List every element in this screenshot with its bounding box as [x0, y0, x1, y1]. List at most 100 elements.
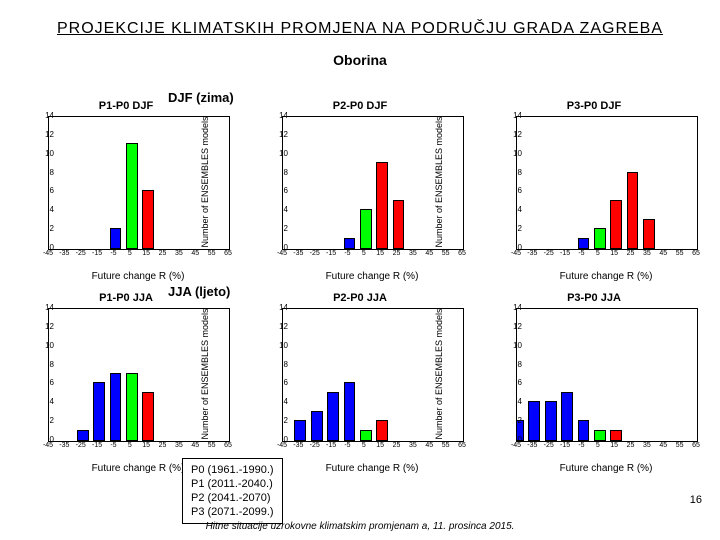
y-tick: 8: [494, 361, 522, 369]
x-tick: 65: [452, 442, 472, 450]
legend-item-p0: P0 (1961.-1990.): [191, 463, 274, 477]
bar: [360, 430, 372, 441]
y-tick: 6: [494, 379, 522, 387]
bar: [77, 430, 89, 441]
y-axis-label: Number of ENSEMBLES models: [200, 308, 214, 440]
bar: [327, 392, 339, 441]
bar: [126, 373, 138, 441]
x-tick: 65: [452, 250, 472, 258]
y-tick: 12: [494, 323, 522, 331]
y-tick: 8: [26, 169, 54, 177]
y-tick: 2: [260, 417, 288, 425]
y-tick: 4: [260, 398, 288, 406]
bar: [393, 200, 405, 249]
x-axis-label: Future change R (%): [48, 271, 228, 282]
legend-item-p3: P3 (2071.-2099.): [191, 505, 274, 519]
y-tick: 10: [26, 150, 54, 158]
bar: [594, 228, 606, 249]
x-tick: 65: [686, 250, 706, 258]
bar: [561, 392, 573, 441]
y-axis-label: Number of ENSEMBLES models: [200, 116, 214, 248]
x-tick: 65: [218, 442, 238, 450]
y-tick: 8: [260, 361, 288, 369]
page: PROJEKCIJE KLIMATSKIH PROMJENA NA PODRUČ…: [0, 0, 720, 540]
bar: [643, 219, 655, 249]
y-tick: 10: [260, 342, 288, 350]
bar: [142, 190, 154, 249]
y-tick: 6: [26, 379, 54, 387]
bar: [578, 238, 590, 249]
x-tick: 65: [218, 250, 238, 258]
y-tick: 2: [26, 417, 54, 425]
bar: [360, 209, 372, 249]
y-tick: 4: [26, 206, 54, 214]
x-axis-label: Future change R (%): [516, 271, 696, 282]
bar: [578, 420, 590, 441]
bar: [610, 430, 622, 441]
y-tick: 8: [494, 169, 522, 177]
y-tick: 12: [260, 131, 288, 139]
bar: [528, 401, 540, 441]
y-tick: 14: [494, 112, 522, 120]
bar: [610, 200, 622, 249]
y-tick: 6: [26, 187, 54, 195]
y-tick: 12: [494, 131, 522, 139]
y-tick: 2: [494, 417, 522, 425]
bar: [294, 420, 306, 441]
bar: [311, 411, 323, 441]
bar: [344, 238, 356, 249]
x-axis-label: Future change R (%): [282, 271, 462, 282]
y-tick: 14: [26, 112, 54, 120]
legend-box: P0 (1961.-1990.) P1 (2011.-2040.) P2 (20…: [182, 458, 283, 524]
y-tick: 4: [260, 206, 288, 214]
plot-area: [516, 308, 698, 442]
y-tick: 4: [494, 398, 522, 406]
y-tick: 14: [260, 112, 288, 120]
bar: [344, 382, 356, 441]
footer-text: Hitne situacije uzrokovne klimatskim pro…: [0, 521, 720, 532]
legend-item-p1: P1 (2011.-2040.): [191, 477, 274, 491]
bar: [126, 143, 138, 249]
y-tick: 6: [260, 187, 288, 195]
chart-row-djf: P1-P0 DJFNumber of ENSEMBLES models02468…: [14, 116, 706, 284]
y-tick: 8: [260, 169, 288, 177]
bar: [110, 228, 122, 249]
y-tick: 2: [26, 225, 54, 233]
x-axis-label: Future change R (%): [282, 463, 462, 474]
chart-row-jja: P1-P0 JJANumber of ENSEMBLES models02468…: [14, 308, 706, 476]
y-tick: 6: [494, 187, 522, 195]
y-tick: 12: [26, 131, 54, 139]
page-subtitle: Oborina: [0, 52, 720, 68]
y-tick: 14: [494, 304, 522, 312]
y-axis-label: Number of ENSEMBLES models: [434, 116, 448, 248]
bar: [376, 162, 388, 249]
y-tick: 2: [494, 225, 522, 233]
bar: [627, 172, 639, 249]
y-tick: 10: [494, 342, 522, 350]
y-tick: 12: [26, 323, 54, 331]
y-tick: 10: [494, 150, 522, 158]
y-tick: 14: [260, 304, 288, 312]
y-tick: 10: [26, 342, 54, 350]
bar: [110, 373, 122, 441]
y-tick: 4: [494, 206, 522, 214]
bar: [93, 382, 105, 441]
y-tick: 4: [26, 398, 54, 406]
legend-item-p2: P2 (2041.-2070): [191, 491, 274, 505]
y-tick: 10: [260, 150, 288, 158]
y-tick: 6: [260, 379, 288, 387]
plot-area: [516, 116, 698, 250]
y-tick: 8: [26, 361, 54, 369]
y-tick: 12: [260, 323, 288, 331]
page-number: 16: [690, 494, 702, 506]
page-title: PROJEKCIJE KLIMATSKIH PROMJENA NA PODRUČ…: [0, 20, 720, 38]
x-axis-label: Future change R (%): [516, 463, 696, 474]
x-tick: 65: [686, 442, 706, 450]
y-axis-label: Number of ENSEMBLES models: [434, 308, 448, 440]
bar: [376, 420, 388, 441]
panel-p3p0-djf: P3-P0 DJFNumber of ENSEMBLES models02468…: [482, 116, 706, 284]
y-tick: 2: [260, 225, 288, 233]
bar: [594, 430, 606, 441]
panel-p3p0-jja: P3-P0 JJANumber of ENSEMBLES models02468…: [482, 308, 706, 476]
bar: [545, 401, 557, 441]
